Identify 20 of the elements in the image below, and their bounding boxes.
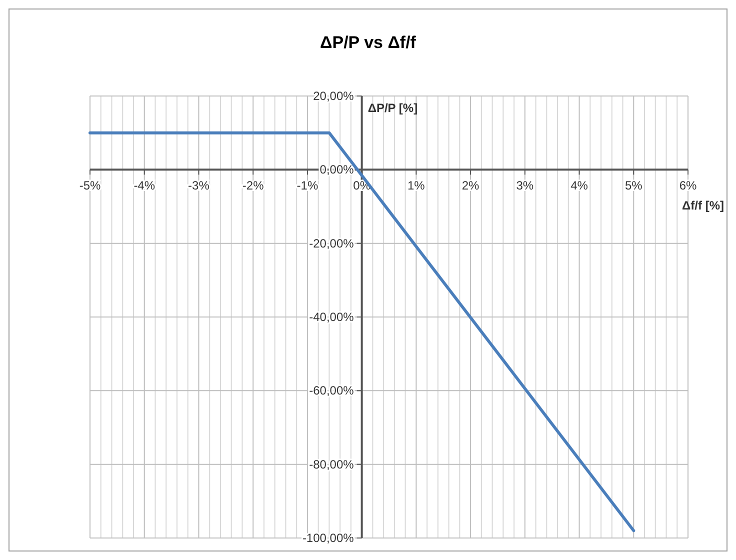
x-tick-label: -3% <box>188 178 210 193</box>
y-tick-label: -80,00% <box>309 457 354 472</box>
x-tick-label: -1% <box>296 178 318 193</box>
y-tick-label: -100,00% <box>302 531 354 545</box>
y-tick-label: -60,00% <box>309 384 354 398</box>
x-tick-label: -2% <box>242 178 264 193</box>
x-tick-label: 3% <box>516 178 534 193</box>
x-tick-label: 6% <box>679 178 697 193</box>
x-tick-label: 5% <box>624 178 643 193</box>
x-axis-title: Δf/f [%] <box>682 198 724 213</box>
y-tick-label: -40,00% <box>309 310 354 324</box>
x-tick-label: 1% <box>408 178 426 193</box>
x-tick-label: 2% <box>462 178 480 193</box>
y-axis-title: ΔP/P [%] <box>368 101 418 115</box>
y-tick-label: 20,00% <box>313 89 354 103</box>
x-tick-label: -4% <box>134 178 156 193</box>
y-tick-label: -20,00% <box>309 236 354 250</box>
x-tick-label: -5% <box>79 178 101 193</box>
chart-title: ΔP/P vs Δf/f <box>320 33 416 52</box>
x-tick-label: 4% <box>570 178 588 193</box>
